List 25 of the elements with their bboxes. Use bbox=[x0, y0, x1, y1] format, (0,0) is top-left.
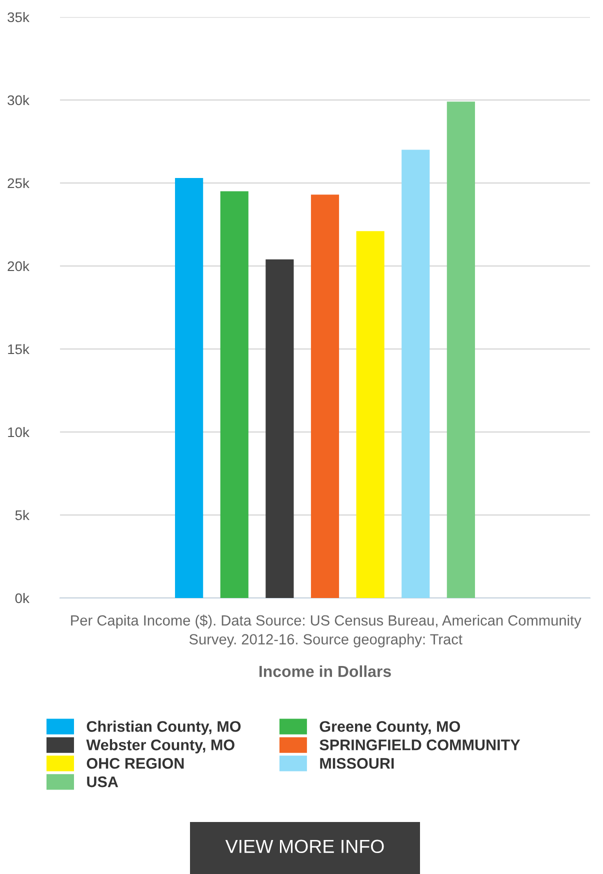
y-tick-label: 15k bbox=[8, 344, 30, 354]
legend-label: SPRINGFIELD COMMUNITY bbox=[320, 740, 520, 750]
x-axis-title: Income in Dollars bbox=[260, 665, 391, 678]
text: VIEW MORE INFO bbox=[225, 840, 384, 854]
bar bbox=[402, 150, 430, 598]
y-tick-label: 35k bbox=[8, 12, 30, 22]
y-tick-label: 5k bbox=[15, 510, 30, 520]
y-tick-label: 20k bbox=[8, 260, 30, 272]
legend-label: Christian County, MO bbox=[86, 720, 241, 735]
bar bbox=[220, 191, 248, 598]
legend-label: Greene County, MO bbox=[320, 721, 460, 735]
bar bbox=[356, 231, 384, 598]
legend-label: Webster County, MO bbox=[86, 739, 234, 754]
bar bbox=[446, 102, 475, 598]
bar bbox=[310, 194, 340, 598]
bar bbox=[266, 259, 294, 598]
legend-label: USA bbox=[87, 776, 118, 788]
legend-label: MISSOURI bbox=[320, 758, 394, 769]
y-tick-label: 0k bbox=[15, 592, 30, 604]
text: Per Capita Income ($). Data Source: US Census Bureau, American Community Survey. 2012-16. Source geography: Tract bbox=[71, 614, 582, 648]
y-tick-label: 30k bbox=[8, 94, 30, 106]
bar bbox=[175, 178, 204, 598]
y-tick-label: 25k bbox=[8, 178, 30, 188]
y-tick-label: 10k bbox=[8, 426, 30, 438]
legend-label: OHC REGION bbox=[86, 758, 184, 769]
